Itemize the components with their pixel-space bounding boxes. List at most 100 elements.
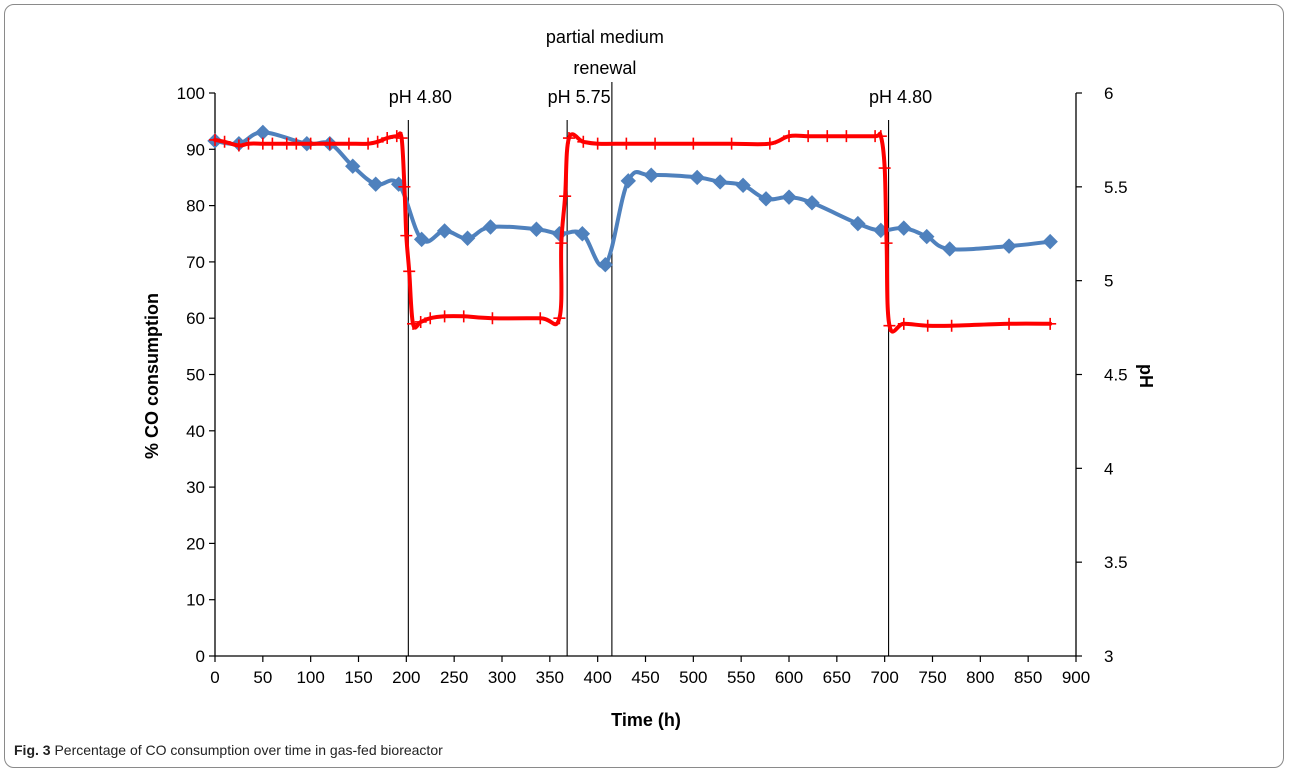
y-tick-label: 30 bbox=[186, 478, 205, 497]
y2-tick-label: 3.5 bbox=[1104, 553, 1128, 572]
data-point bbox=[591, 137, 604, 150]
annotation-label: renewal bbox=[573, 58, 636, 78]
annotation-label: pH 4.80 bbox=[869, 87, 932, 107]
data-point bbox=[486, 312, 499, 325]
y-tick-label: 60 bbox=[186, 309, 205, 328]
data-point bbox=[362, 137, 375, 150]
y2-tick-label: 3 bbox=[1104, 647, 1113, 666]
data-point bbox=[712, 174, 728, 190]
data-point bbox=[574, 226, 591, 242]
data-point bbox=[597, 257, 614, 273]
annotation-label: partial medium bbox=[546, 27, 664, 47]
x-tick-label: 100 bbox=[296, 668, 324, 687]
annotation-label: pH 4.80 bbox=[389, 87, 452, 107]
data-point bbox=[255, 124, 271, 141]
y-tick-label: 90 bbox=[186, 140, 205, 159]
data-point bbox=[643, 167, 659, 183]
annotation-labels: pH 4.80 pH 5.75 partial medium renewal pH 4.… bbox=[389, 27, 932, 107]
x-axis-title: Time (h) bbox=[611, 710, 681, 730]
data-point bbox=[218, 135, 231, 148]
series-line bbox=[213, 130, 1053, 269]
data-point bbox=[459, 230, 476, 246]
data-point bbox=[620, 173, 636, 189]
x-tick-label: 600 bbox=[775, 668, 803, 687]
data-point bbox=[942, 241, 958, 257]
x-tick-label: 500 bbox=[679, 668, 707, 687]
data-point bbox=[342, 137, 355, 150]
data-point bbox=[1003, 317, 1016, 330]
y-tick-label: 70 bbox=[186, 253, 205, 272]
x-tick-label: 550 bbox=[727, 668, 755, 687]
data-point bbox=[290, 137, 303, 150]
data-point bbox=[758, 191, 774, 207]
data-point bbox=[323, 137, 336, 150]
y-tick-label: 80 bbox=[186, 197, 205, 216]
x-tick-label: 750 bbox=[918, 668, 946, 687]
data-point bbox=[945, 319, 958, 332]
data-point bbox=[763, 137, 776, 150]
data-point bbox=[345, 158, 361, 174]
data-point bbox=[403, 265, 416, 278]
data-point bbox=[553, 312, 566, 325]
data-point bbox=[400, 229, 413, 242]
data-point bbox=[534, 312, 547, 325]
data-point bbox=[687, 137, 700, 150]
y2-tick-label: 4.5 bbox=[1104, 366, 1128, 385]
y2-tick-label: 5.5 bbox=[1104, 178, 1128, 197]
data-point bbox=[209, 133, 221, 146]
data-point bbox=[783, 130, 795, 143]
data-point bbox=[802, 130, 815, 143]
data-point bbox=[559, 190, 572, 203]
figure-frame bbox=[4, 4, 1284, 768]
co-consumption-series bbox=[207, 124, 1058, 273]
data-point bbox=[1001, 238, 1017, 254]
data-point bbox=[725, 137, 738, 150]
data-point bbox=[562, 132, 575, 145]
data-point bbox=[414, 315, 427, 328]
data-point bbox=[413, 231, 430, 248]
co-consumption-chart: 0 50 100 150 200 250 300 350 400 450 500 550 600 650 7… bbox=[142, 27, 1156, 730]
data-point bbox=[555, 237, 568, 250]
data-point bbox=[1042, 233, 1058, 250]
y2-tick-label: 6 bbox=[1104, 84, 1113, 103]
data-point bbox=[436, 223, 453, 239]
data-point bbox=[897, 317, 910, 330]
y2-tick-label: 4 bbox=[1104, 459, 1113, 478]
data-point bbox=[850, 215, 866, 232]
y-tick-label: 50 bbox=[186, 366, 205, 385]
data-point bbox=[883, 319, 896, 332]
y-tick-label: 10 bbox=[186, 591, 205, 610]
y-axis-title: % CO consumption bbox=[142, 293, 162, 459]
y-tick-label: 100 bbox=[177, 84, 205, 103]
data-point bbox=[896, 220, 912, 236]
data-point bbox=[457, 310, 470, 323]
data-point bbox=[528, 221, 545, 237]
data-point bbox=[735, 177, 751, 194]
data-point bbox=[880, 237, 893, 250]
x-tick-label: 0 bbox=[210, 668, 219, 687]
data-point bbox=[407, 317, 420, 330]
data-point bbox=[804, 195, 820, 211]
x-tick-label: 700 bbox=[870, 668, 898, 687]
x-tick-label: 200 bbox=[392, 668, 420, 687]
x-tick-label: 400 bbox=[583, 668, 611, 687]
x-tick-label: 250 bbox=[440, 668, 468, 687]
data-point bbox=[381, 132, 394, 145]
data-point bbox=[620, 137, 633, 150]
data-point bbox=[371, 135, 384, 148]
data-point bbox=[398, 180, 411, 193]
x-tick-label: 50 bbox=[253, 668, 272, 687]
data-point bbox=[551, 226, 568, 242]
x-tick-label: 650 bbox=[823, 668, 851, 687]
caption-label: Fig. 3 bbox=[14, 742, 51, 758]
x-tick-label: 900 bbox=[1062, 668, 1090, 687]
annotation-lines bbox=[407, 82, 890, 656]
data-point bbox=[577, 135, 590, 148]
data-point bbox=[840, 130, 853, 143]
data-point bbox=[266, 137, 279, 150]
series-layer bbox=[207, 124, 1058, 334]
caption-text: Percentage of CO consumption over time i… bbox=[54, 742, 443, 758]
data-point bbox=[482, 219, 499, 235]
data-point bbox=[395, 132, 408, 145]
y-tick-label: 0 bbox=[196, 647, 205, 666]
